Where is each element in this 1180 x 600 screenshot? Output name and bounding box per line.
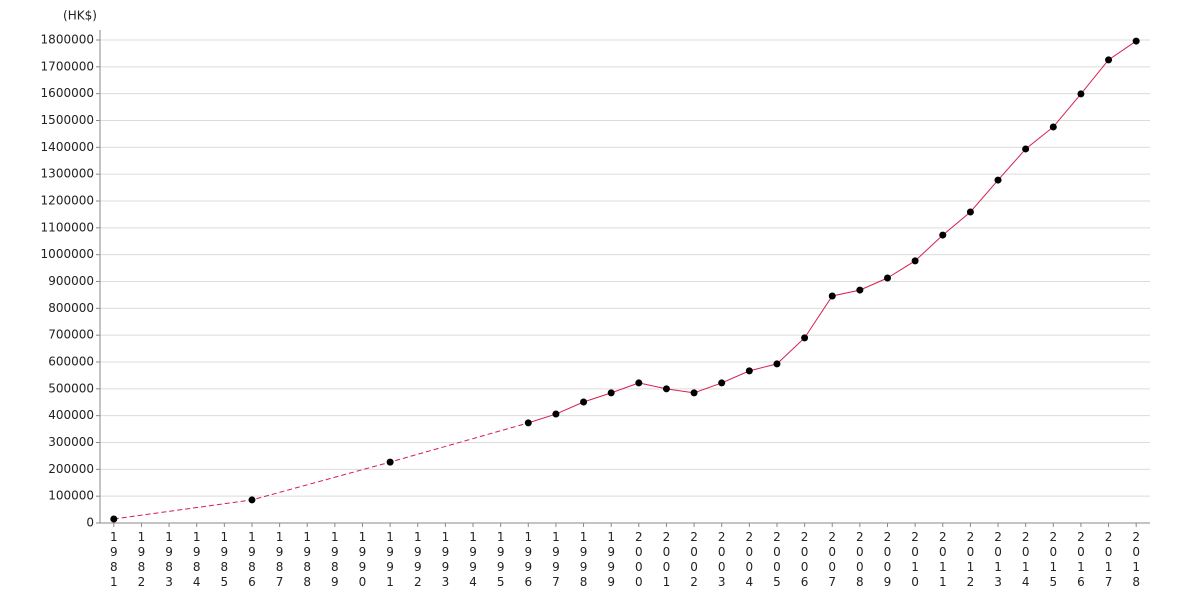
y-tick-label: 1300000	[41, 167, 94, 181]
marker	[1105, 56, 1113, 64]
y-axis-label: (HK$)	[63, 9, 97, 23]
marker	[994, 176, 1002, 184]
marker	[248, 496, 256, 504]
y-tick-label: 800000	[48, 301, 94, 315]
y-tick-label: 600000	[48, 355, 94, 369]
y-tick-label: 1800000	[41, 33, 94, 47]
marker	[856, 286, 864, 294]
line	[528, 40, 1137, 424]
marker	[662, 385, 670, 393]
y-tick-label: 1200000	[41, 194, 94, 208]
marker	[1049, 123, 1057, 131]
marker	[911, 257, 919, 265]
marker	[773, 360, 781, 368]
marker	[690, 389, 698, 397]
marker	[718, 379, 726, 387]
marker	[1077, 90, 1085, 98]
y-tick-label: 700000	[48, 328, 94, 342]
marker	[607, 389, 615, 397]
marker	[1022, 145, 1030, 153]
y-tick-label: 0	[86, 516, 94, 530]
marker	[966, 208, 974, 216]
y-tick-label: 200000	[48, 462, 94, 476]
y-tick-label: 1600000	[41, 86, 94, 100]
marker	[552, 410, 560, 418]
y-tick-label: 1700000	[41, 59, 94, 73]
marker	[745, 367, 753, 375]
y-tick-label: 300000	[48, 435, 94, 449]
y-tick-label: 1100000	[41, 220, 94, 234]
y-tick-label: 400000	[48, 408, 94, 422]
marker	[580, 398, 588, 406]
marker	[1132, 37, 1140, 45]
y-tick-label: 1000000	[41, 247, 94, 261]
y-tick-label: 900000	[48, 274, 94, 288]
line	[113, 422, 529, 520]
marker	[635, 379, 643, 387]
marker	[524, 419, 532, 427]
marker	[801, 334, 809, 342]
y-tick-label: 1400000	[41, 140, 94, 154]
y-tick-label: 500000	[48, 381, 94, 395]
marker	[939, 231, 947, 239]
marker	[884, 274, 891, 282]
marker	[828, 292, 836, 300]
marker	[386, 458, 394, 466]
y-tick-label: 100000	[48, 489, 94, 503]
marker	[110, 515, 118, 523]
y-tick-label: 1500000	[41, 113, 94, 127]
